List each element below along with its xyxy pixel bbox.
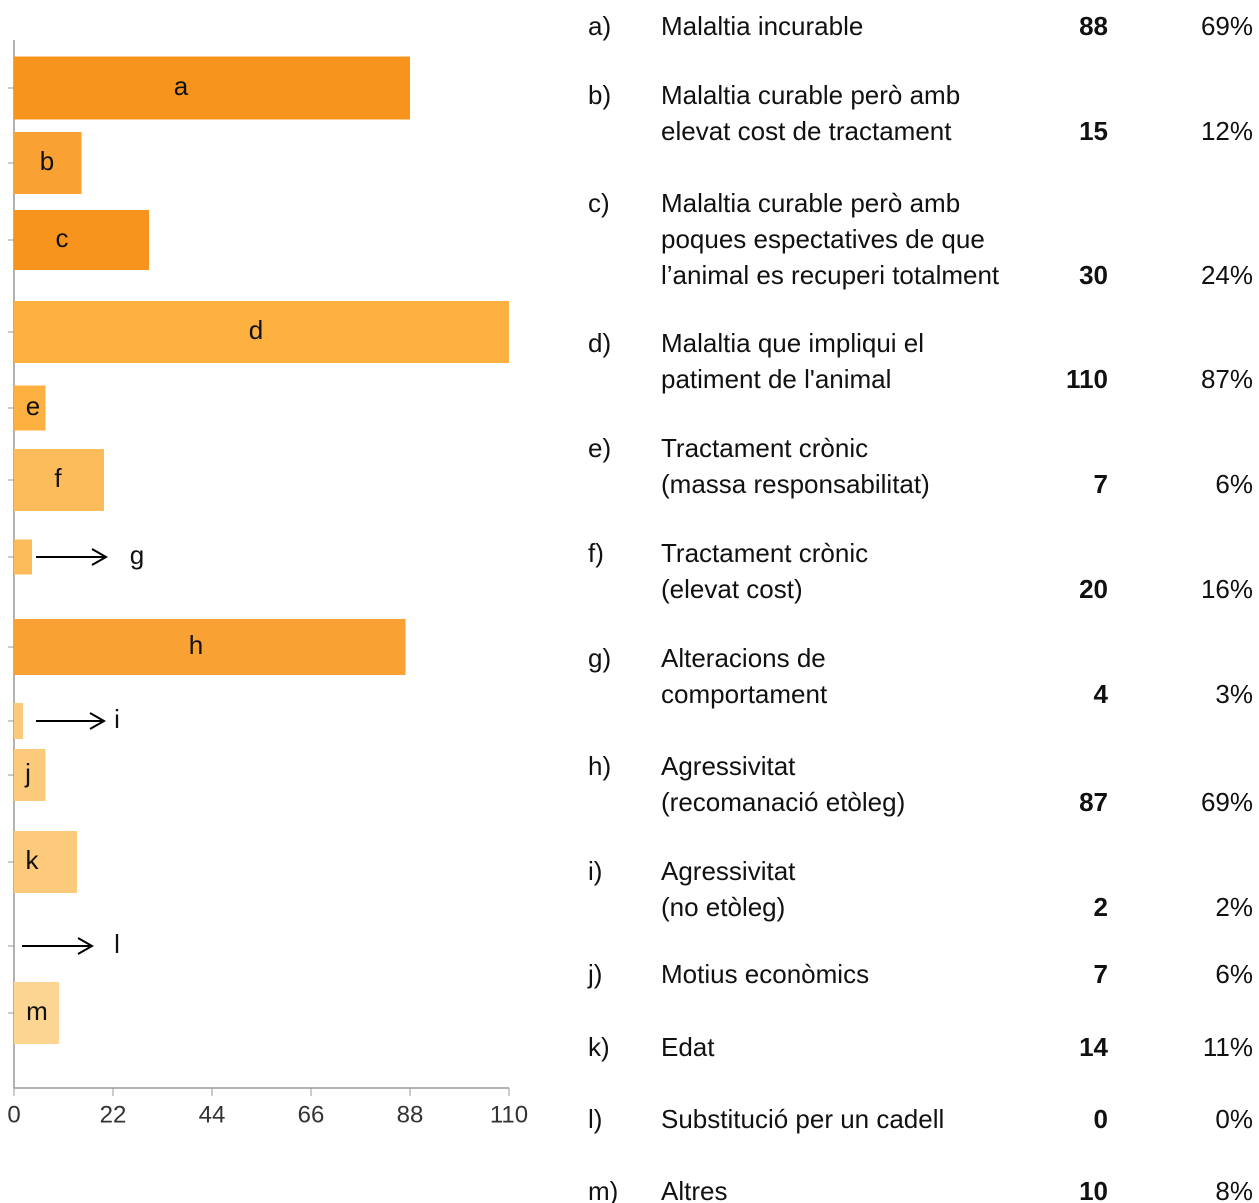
bar	[14, 132, 82, 194]
row-count: 20	[1079, 574, 1108, 604]
row-count: 10	[1079, 1176, 1108, 1203]
row-percent: 0%	[1215, 1104, 1253, 1134]
row-percent: 16%	[1201, 574, 1253, 604]
row-letter: h)	[588, 751, 611, 781]
x-tick-label: 0	[7, 1101, 20, 1128]
row-count: 110	[1066, 364, 1108, 394]
bar	[14, 56, 410, 120]
arrow	[36, 712, 107, 730]
bar-label: f	[54, 463, 62, 493]
bar-label: a	[174, 71, 189, 101]
row-text: Altres	[661, 1176, 727, 1203]
row-letter: i)	[588, 856, 602, 886]
row-text: Tractament crònic	[661, 433, 868, 463]
bar	[14, 749, 46, 801]
row-text: l’animal es recuperi totalment	[661, 260, 1000, 290]
row-count: 87	[1079, 787, 1108, 817]
row-text: Agressivitat	[661, 751, 796, 781]
row-percent: 6%	[1215, 469, 1253, 499]
bar-label: d	[249, 315, 263, 345]
row-count: 2	[1094, 892, 1108, 922]
row-count: 88	[1079, 11, 1108, 41]
row-letter: e)	[588, 433, 611, 463]
row-text: (massa responsabilitat)	[661, 469, 930, 499]
row-letter: g)	[588, 643, 611, 673]
bar-label: j	[24, 758, 31, 788]
row-count: 15	[1079, 116, 1108, 146]
row-percent: 2%	[1215, 892, 1253, 922]
x-tick-label: 22	[100, 1101, 127, 1128]
row-letter: k)	[588, 1032, 610, 1062]
bar-label: g	[130, 540, 144, 570]
row-text: patiment de l'animal	[661, 364, 891, 394]
row-text: Agressivitat	[661, 856, 796, 886]
bar	[14, 982, 59, 1044]
bar	[14, 301, 509, 363]
row-letter: j)	[587, 959, 602, 989]
row-text: poques espectatives de que	[661, 224, 985, 254]
row-text: Malaltia curable però amb	[661, 80, 960, 110]
row-percent: 11%	[1203, 1032, 1253, 1062]
row-text: (elevat cost)	[661, 574, 803, 604]
row-text: Substitució per un cadell	[661, 1104, 944, 1134]
row-text: Malaltia incurable	[661, 11, 863, 41]
row-letter: b)	[588, 80, 611, 110]
row-percent: 6%	[1215, 959, 1253, 989]
arrow	[22, 937, 95, 955]
bar-label: m	[26, 996, 48, 1026]
row-count: 4	[1094, 679, 1109, 709]
bar-label: e	[26, 391, 40, 421]
row-text: Malaltia que impliqui el	[661, 328, 924, 358]
row-letter: a)	[588, 11, 611, 41]
row-text: Tractament crònic	[661, 538, 868, 568]
row-text: Malaltia curable però amb	[661, 188, 960, 218]
row-text: elevat cost de tractament	[661, 116, 952, 146]
x-tick-label: 66	[298, 1101, 325, 1128]
bar-label: i	[114, 704, 120, 734]
row-text: Alteracions de	[661, 643, 826, 673]
row-percent: 69%	[1201, 787, 1253, 817]
bar	[14, 449, 104, 511]
row-letter: f)	[588, 538, 604, 568]
bar-label: c	[56, 223, 69, 253]
bar	[14, 210, 149, 270]
x-tick-label: 110	[490, 1101, 528, 1128]
row-percent: 24%	[1201, 260, 1253, 290]
row-percent: 3%	[1215, 679, 1253, 709]
bar	[14, 703, 23, 739]
row-count: 7	[1094, 959, 1108, 989]
row-count: 7	[1094, 469, 1108, 499]
x-tick-label: 88	[397, 1101, 424, 1128]
row-count: 14	[1079, 1032, 1108, 1062]
bar-label: b	[40, 146, 54, 176]
bar	[14, 619, 406, 675]
row-percent: 12%	[1201, 116, 1253, 146]
row-percent: 87%	[1201, 364, 1253, 394]
x-tick-label: 44	[199, 1101, 226, 1128]
row-text: (no etòleg)	[661, 892, 785, 922]
row-letter: l)	[588, 1104, 602, 1134]
bar-label: h	[189, 630, 203, 660]
row-count: 30	[1079, 260, 1108, 290]
row-percent: 69%	[1201, 11, 1253, 41]
bar	[14, 539, 32, 575]
bar-label: k	[26, 845, 40, 875]
row-letter: c)	[588, 188, 610, 218]
row-text: Edat	[661, 1032, 715, 1062]
row-text: Motius econòmics	[661, 959, 869, 989]
bar	[14, 385, 46, 431]
row-count: 0	[1094, 1104, 1108, 1134]
arrow	[36, 548, 109, 566]
row-percent: 8%	[1215, 1176, 1253, 1203]
bar-label: l	[114, 929, 120, 959]
row-text: comportament	[661, 679, 828, 709]
row-letter: d)	[588, 328, 611, 358]
row-text: (recomanació etòleg)	[661, 787, 905, 817]
row-letter: m)	[588, 1176, 618, 1203]
bar	[14, 831, 77, 893]
